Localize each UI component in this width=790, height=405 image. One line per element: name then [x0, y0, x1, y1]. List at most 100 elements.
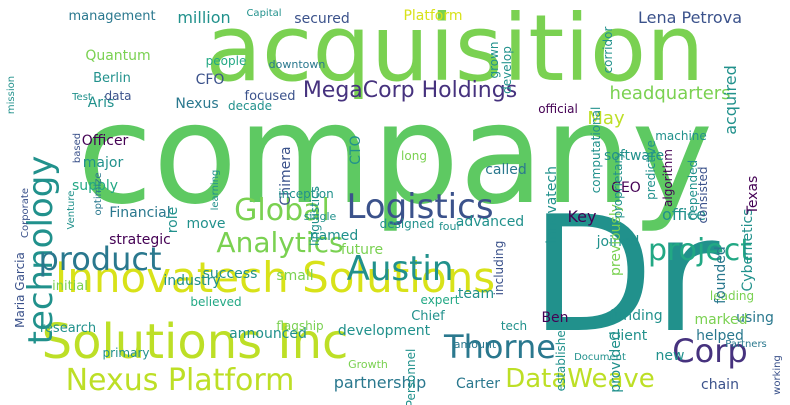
cloud-word: focused	[245, 89, 296, 104]
cloud-word: Nexus Platform	[66, 363, 295, 398]
cloud-word: computational	[589, 107, 603, 194]
cloud-word: acquired	[721, 65, 740, 135]
cloud-word: client	[609, 328, 648, 344]
cloud-word: industry	[163, 273, 220, 289]
cloud-word: optimize	[93, 172, 104, 215]
cloud-word: advanced	[456, 214, 524, 230]
cloud-word: team	[458, 286, 494, 302]
cloud-word: corridor	[601, 27, 615, 74]
cloud-word: data	[104, 89, 131, 103]
cloud-word: develop	[500, 46, 514, 94]
cloud-word: partnership	[334, 373, 426, 392]
cloud-word: designed	[380, 217, 435, 231]
cloud-word: Innovatech	[544, 166, 560, 244]
cloud-word: Berlin	[93, 71, 131, 86]
cloud-word: future	[341, 242, 383, 258]
cloud-word: chain	[701, 377, 739, 393]
cloud-word: previously	[608, 204, 624, 276]
cloud-word: Cybernetics	[740, 209, 756, 292]
cloud-word: May	[587, 108, 625, 129]
cloud-word: depended	[686, 160, 700, 220]
cloud-word: founded	[713, 246, 729, 304]
cloud-word: decade	[228, 99, 272, 113]
cloud-word: called	[485, 162, 527, 178]
cloud-word: predictive	[644, 140, 658, 200]
cloud-word: named	[310, 228, 359, 244]
cloud-word: success	[203, 266, 258, 282]
cloud-word: Logistics	[346, 187, 493, 227]
cloud-word: people	[206, 54, 247, 68]
cloud-word: provided	[608, 331, 624, 392]
cloud-word: including	[492, 241, 506, 296]
cloud-word: inception	[278, 187, 334, 201]
cloud-word: DataWeave	[505, 364, 655, 394]
cloud-word: product	[38, 240, 161, 278]
cloud-word: development	[338, 323, 431, 339]
cloud-word: expert	[421, 293, 460, 307]
cloud-word: grown	[487, 41, 501, 78]
cloud-word: Corp	[672, 332, 747, 370]
cloud-word: marked	[694, 312, 747, 328]
cloud-word: major	[83, 155, 124, 171]
cloud-word: Capital	[246, 8, 281, 19]
cloud-word: mission	[6, 76, 17, 114]
cloud-word: Austin	[347, 249, 454, 289]
cloud-word: new	[656, 348, 685, 364]
cloud-word: long	[401, 149, 427, 163]
cloud-word: CFO	[196, 72, 225, 88]
cloud-word: Chief	[411, 309, 445, 324]
cloud-word: Solutions Inc	[42, 314, 349, 370]
cloud-word: learning	[210, 170, 221, 211]
cloud-word: amount	[454, 338, 497, 351]
cloud-word: Key	[567, 207, 596, 226]
cloud-word: Growth	[348, 358, 388, 371]
cloud-word: established	[554, 323, 568, 392]
cloud-word: initial	[52, 279, 88, 294]
cloud-word: acquisition	[206, 0, 705, 102]
cloud-word: Venture	[66, 191, 77, 230]
cloud-word: Partners	[725, 339, 767, 350]
cloud-word: proprietary	[611, 152, 625, 219]
cloud-word: official	[538, 102, 578, 116]
cloud-word: project	[648, 233, 752, 268]
cloud-word: joined	[596, 234, 640, 250]
cloud-word: single	[304, 210, 337, 223]
cloud-word: using	[736, 310, 774, 326]
cloud-word: secured	[294, 11, 349, 27]
cloud-word: funding	[609, 308, 662, 324]
cloud-word: believed	[190, 295, 241, 309]
cloud-word: Ben	[541, 310, 568, 326]
cloud-word: Quantum	[85, 48, 150, 64]
cloud-word: Financial	[109, 205, 170, 221]
cloud-word: Nexus	[175, 96, 218, 112]
cloud-word: Personnel	[404, 349, 418, 405]
cloud-word: company	[77, 74, 713, 235]
cloud-word: management	[68, 9, 155, 24]
cloud-word: linguistics	[308, 186, 322, 246]
cloud-word: CEO	[611, 180, 641, 196]
cloud-word: MegaCorp Holdings	[303, 78, 517, 103]
cloud-word: Thorne	[443, 328, 556, 366]
cloud-word: primary	[103, 346, 150, 360]
cloud-word: Global	[234, 193, 330, 228]
cloud-word: Carter	[456, 376, 500, 392]
cloud-word: consisted	[696, 166, 710, 223]
cloud-word: office	[662, 205, 706, 224]
cloud-word: Analytics	[216, 226, 343, 259]
cloud-word: Platform	[403, 8, 462, 24]
cloud-word: machine	[655, 129, 707, 143]
cloud-word: helped	[696, 328, 744, 344]
cloud-word: Aris	[88, 95, 115, 111]
cloud-word: Chimera	[278, 146, 294, 205]
cloud-word: headquarters	[609, 83, 730, 104]
cloud-word: Maria Garcia	[13, 252, 27, 328]
cloud-word: Corporate	[20, 188, 31, 238]
cloud-word: working	[772, 355, 783, 395]
cloud-word: million	[177, 8, 230, 27]
cloud-word: role	[165, 207, 181, 234]
cloud-word: small	[276, 268, 313, 284]
cloud-word: Lena Petrova	[638, 8, 742, 27]
cloud-word: Dr	[531, 181, 720, 368]
